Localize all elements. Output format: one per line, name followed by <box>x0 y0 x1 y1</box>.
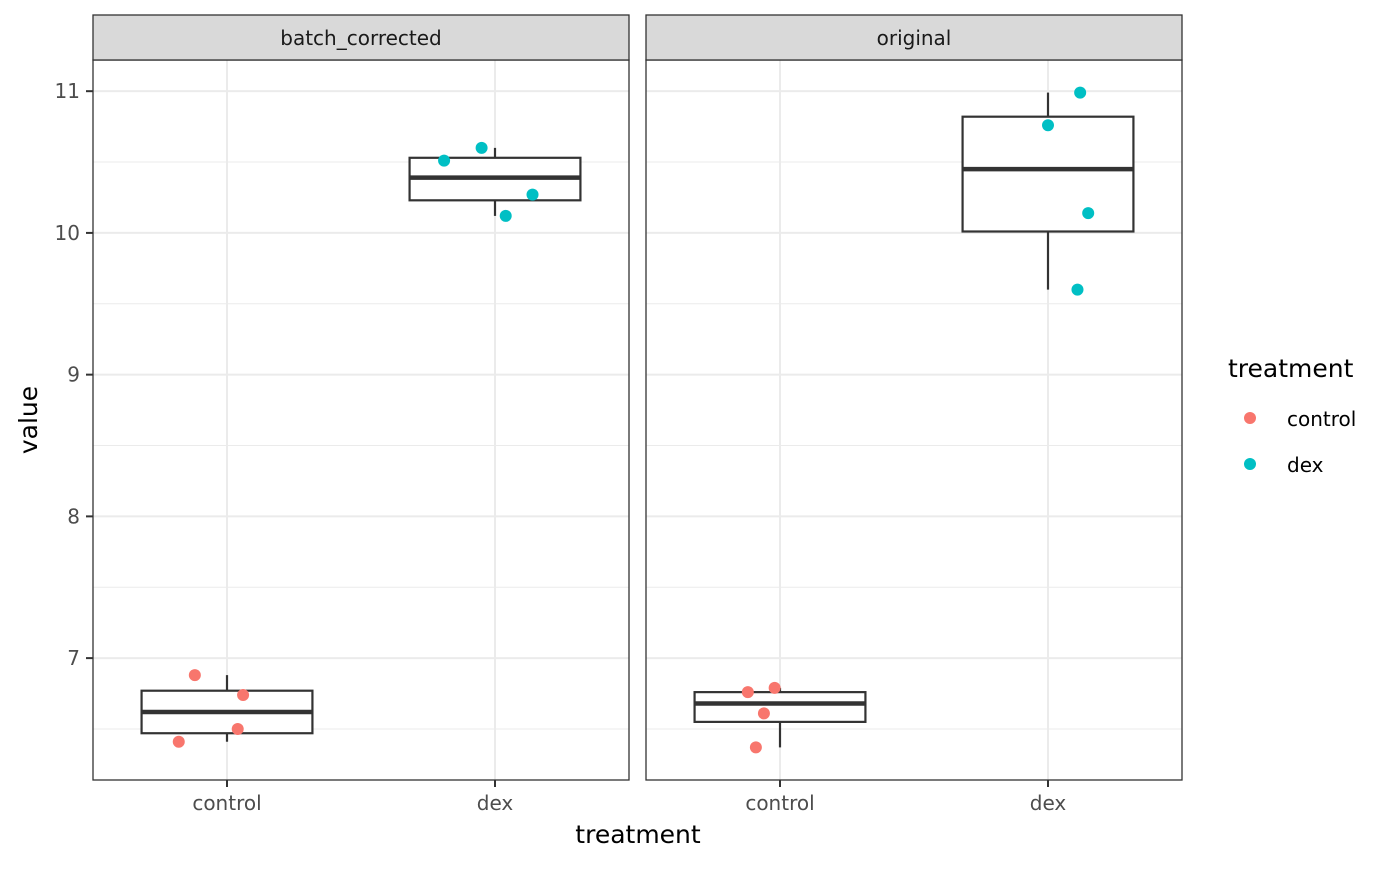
box-control <box>140 675 314 742</box>
x-tick-label: dex <box>477 791 514 815</box>
y-tick-label: 9 <box>67 363 80 387</box>
facet-strip-label: batch_corrected <box>280 26 442 50</box>
data-point-control <box>741 686 754 699</box>
data-point-dex <box>526 188 539 201</box>
x-tick-label: control <box>745 791 814 815</box>
legend-key <box>1244 458 1256 470</box>
legend-entries: control dex <box>1244 407 1356 477</box>
legend-entry-dex: dex <box>1244 453 1324 477</box>
y-tick-label: 7 <box>67 646 80 670</box>
facet-strip <box>645 14 1183 61</box>
box-dex <box>961 92 1135 290</box>
legend: treatment control dex <box>1228 354 1356 477</box>
legend-entry-control: control <box>1244 407 1356 431</box>
data-point-control <box>757 707 770 720</box>
y-tick-label: 11 <box>55 79 80 103</box>
y-tick-label: 10 <box>55 221 80 245</box>
legend-key <box>1244 412 1256 424</box>
x-tick-label: control <box>192 791 261 815</box>
data-point-dex <box>1074 86 1087 99</box>
data-point-control <box>237 688 250 701</box>
legend-label: control <box>1287 407 1356 431</box>
box-dex <box>408 147 582 216</box>
data-point-dex <box>1042 119 1054 132</box>
data-point-control <box>768 681 781 694</box>
legend-label: dex <box>1287 453 1324 477</box>
data-point-dex <box>499 209 512 222</box>
y-axis: 7 8 9 10 11 <box>55 79 93 670</box>
data-point-control <box>172 735 185 748</box>
data-point-control <box>749 741 762 754</box>
y-tick-label: 8 <box>67 504 80 528</box>
x-tick-label: dex <box>1030 791 1067 815</box>
data-point-dex <box>1082 207 1095 220</box>
facet-strip <box>92 14 630 61</box>
facet-strip-label: original <box>877 26 952 50</box>
data-point-control <box>231 722 244 735</box>
x-axis-title: treatment <box>575 820 701 849</box>
box-control <box>693 687 867 748</box>
legend-title: treatment <box>1228 354 1354 383</box>
y-axis-title: value <box>14 386 43 454</box>
data-point-dex <box>475 141 488 154</box>
facet-panel-original: original control dex <box>645 14 1183 815</box>
data-point-control <box>188 669 201 682</box>
data-point-dex <box>438 154 451 167</box>
data-point-dex <box>1071 283 1084 296</box>
box-body <box>693 691 867 723</box>
box-body <box>961 115 1135 233</box>
